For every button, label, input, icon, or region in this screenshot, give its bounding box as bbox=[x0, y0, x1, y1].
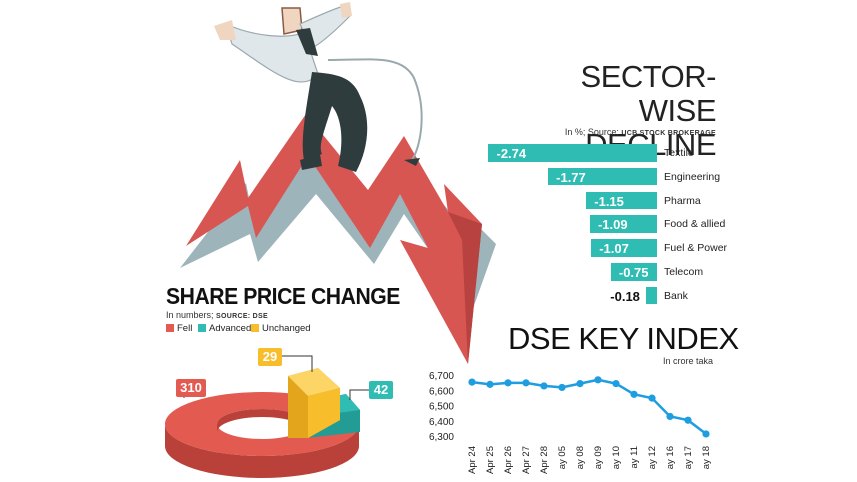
sector-bar bbox=[548, 167, 657, 186]
sector-bar bbox=[488, 144, 657, 162]
share-chart-title: SHARE PRICE CHANGE bbox=[166, 283, 400, 309]
donut-value-label: 310 bbox=[176, 379, 206, 397]
dse-data-point bbox=[504, 379, 512, 387]
legend-item: Advanced bbox=[198, 323, 251, 334]
legend-label: Fell bbox=[177, 323, 193, 334]
x-tick-label: ay 18 bbox=[701, 446, 712, 469]
legend-swatch bbox=[251, 324, 259, 332]
dse-data-point bbox=[648, 394, 656, 402]
sector-bar-value: -2.74 bbox=[496, 146, 527, 161]
arrow-body bbox=[186, 114, 482, 364]
sector-bar bbox=[645, 286, 657, 305]
sector-bar-value: -1.09 bbox=[597, 217, 628, 233]
y-tick-label: 6,700 bbox=[429, 371, 454, 382]
x-tick-label: ay 08 bbox=[575, 446, 586, 469]
x-tick-label: ay 05 bbox=[557, 446, 568, 469]
x-tick-label: ay 09 bbox=[593, 446, 604, 469]
legend-swatch bbox=[198, 324, 206, 332]
sector-bar-label: Food & allied bbox=[664, 218, 726, 231]
dse-data-point bbox=[630, 390, 638, 398]
dse-data-point bbox=[486, 380, 494, 388]
y-tick-label: 6,500 bbox=[429, 402, 454, 413]
dse-data-point bbox=[612, 380, 620, 388]
share-subtitle-source: SOURCE: DSE bbox=[216, 313, 268, 320]
donut-value-label: 42 bbox=[369, 381, 393, 399]
x-tick-label: ay 10 bbox=[611, 446, 622, 469]
x-tick-label: ay 16 bbox=[665, 446, 676, 469]
legend-item: Unchanged bbox=[251, 323, 311, 334]
dse-series-line bbox=[471, 378, 707, 435]
sector-bar-label: Engineering bbox=[664, 170, 721, 183]
sector-subtitle-prefix: In %; Source: bbox=[564, 127, 619, 137]
x-tick-label: Apr 24 bbox=[467, 446, 478, 474]
donut-slice-unchanged bbox=[288, 368, 340, 438]
y-tick-label: 6,600 bbox=[429, 386, 454, 397]
sector-subtitle-source: UCB STOCK BROKERAGE bbox=[621, 130, 716, 137]
sector-bar bbox=[586, 191, 657, 210]
dse-data-point bbox=[594, 376, 602, 384]
dse-data-point bbox=[468, 378, 476, 386]
sector-bar-label: Pharma bbox=[664, 194, 701, 207]
sector-bar-label: Fuel & Power bbox=[664, 242, 728, 255]
y-tick-label: 6,400 bbox=[429, 417, 454, 428]
x-tick-label: ay 17 bbox=[683, 446, 694, 469]
dse-chart-subtitle: In crore taka bbox=[662, 356, 713, 366]
x-tick-label: ay 11 bbox=[629, 446, 640, 469]
sector-bar-value: -0.75 bbox=[618, 265, 649, 280]
dse-data-point bbox=[576, 380, 584, 388]
dse-data-point bbox=[702, 430, 710, 438]
sector-bar bbox=[610, 263, 657, 281]
dse-data-point bbox=[684, 416, 692, 424]
y-tick-label: 6,300 bbox=[429, 432, 454, 443]
dse-chart-title: DSE KEY INDEX bbox=[508, 321, 739, 356]
legend-swatch bbox=[166, 324, 174, 332]
x-tick-label: Apr 25 bbox=[485, 446, 496, 474]
legend-label: Advanced bbox=[209, 323, 252, 334]
x-tick-label: Apr 28 bbox=[539, 446, 550, 474]
sector-bar bbox=[589, 215, 657, 233]
sector-title-line1: SECTOR-WISE bbox=[580, 59, 717, 128]
sector-bar-label: Telecom bbox=[664, 266, 704, 278]
dse-data-point bbox=[522, 379, 530, 387]
x-tick-label: Apr 26 bbox=[503, 446, 514, 474]
donut-value-label: 29 bbox=[258, 348, 282, 366]
legend-label: Unchanged bbox=[262, 323, 311, 334]
sector-bar-label: Textile bbox=[664, 147, 694, 159]
sector-bar-value: -1.07 bbox=[599, 241, 629, 257]
sector-bar bbox=[591, 239, 657, 257]
sector-bar-value: -0.18 bbox=[610, 288, 640, 304]
businessman-icon bbox=[214, 2, 423, 172]
dse-data-point bbox=[540, 382, 548, 390]
sector-bar-value: -1.77 bbox=[556, 169, 586, 185]
sector-chart-subtitle: In %; Source: UCB STOCK BROKERAGE bbox=[520, 127, 716, 137]
share-chart-subtitle: In numbers; SOURCE: DSE bbox=[166, 310, 268, 320]
sector-bar-value: -1.15 bbox=[594, 193, 624, 209]
dse-data-point bbox=[558, 383, 566, 392]
legend-item: Fell bbox=[166, 323, 192, 334]
dse-data-point bbox=[666, 412, 674, 421]
share-subtitle-prefix: In numbers; bbox=[166, 310, 214, 320]
x-tick-label: Apr 27 bbox=[521, 446, 532, 474]
sector-bar-label: Bank bbox=[664, 289, 688, 302]
x-tick-label: ay 12 bbox=[647, 446, 658, 469]
